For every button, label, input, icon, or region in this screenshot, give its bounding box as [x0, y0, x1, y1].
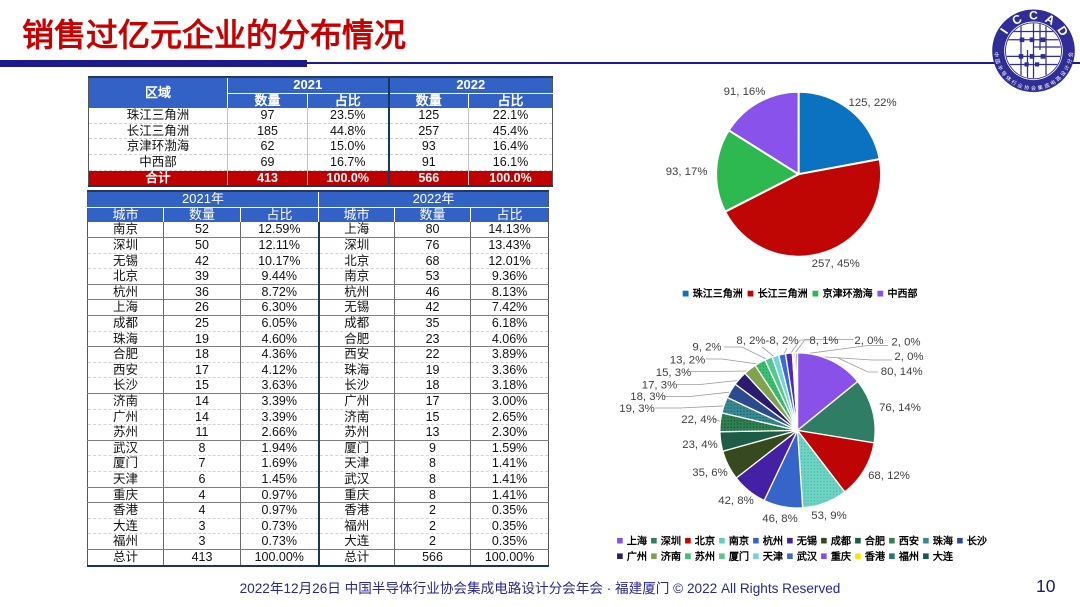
svg-text:会: 会 [1066, 52, 1075, 58]
svg-text:无锡: 无锡 [796, 535, 817, 548]
svg-text:国: 国 [993, 58, 1001, 65]
svg-text:长沙: 长沙 [967, 535, 988, 548]
svg-text:分: 分 [1065, 58, 1074, 65]
svg-text:68, 12%: 68, 12% [868, 470, 910, 482]
svg-text:广州: 广州 [627, 550, 647, 563]
svg-text:42, 8%: 42, 8% [718, 495, 753, 507]
svg-text:武汉: 武汉 [797, 550, 818, 563]
svg-text:成: 成 [1043, 81, 1051, 90]
svg-text:15, 3%: 15, 3% [656, 367, 691, 379]
svg-text:2, 0%: 2, 0% [894, 351, 923, 363]
svg-text:珠江三角洲: 珠江三角洲 [693, 287, 743, 300]
svg-text:济南: 济南 [661, 550, 681, 563]
svg-text:8, 2%: 8, 2% [736, 335, 765, 347]
svg-text:93, 17%: 93, 17% [666, 166, 708, 178]
svg-text:23, 4%: 23, 4% [682, 439, 717, 451]
svg-text:南京: 南京 [729, 535, 749, 548]
svg-text:22, 4%: 22, 4% [681, 414, 716, 426]
svg-text:电: 电 [1049, 78, 1058, 88]
svg-text:-8, 2%: -8, 2% [766, 335, 799, 347]
svg-text:2, 0%: 2, 0% [854, 335, 883, 347]
svg-text:北京: 北京 [695, 535, 715, 548]
svg-text:苏州: 苏州 [695, 550, 715, 563]
svg-text:业: 业 [1016, 81, 1024, 90]
svg-text:京津环渤海: 京津环渤海 [823, 287, 873, 300]
svg-text:53, 9%: 53, 9% [811, 510, 846, 522]
svg-text:长江三角洲: 长江三角洲 [758, 287, 808, 300]
svg-text:深圳: 深圳 [661, 535, 681, 548]
svg-text:80, 14%: 80, 14% [881, 366, 923, 378]
svg-text:福州: 福州 [898, 550, 919, 563]
svg-text:厦门: 厦门 [729, 550, 749, 563]
svg-text:合肥: 合肥 [864, 535, 886, 548]
svg-text:天津: 天津 [763, 550, 783, 563]
svg-text:协: 协 [1023, 83, 1030, 92]
svg-text:成都: 成都 [831, 535, 852, 548]
svg-text:西安: 西安 [899, 535, 919, 548]
svg-text:2, 0%: 2, 0% [891, 337, 920, 349]
svg-text:重庆: 重庆 [831, 550, 852, 563]
svg-text:13, 2%: 13, 2% [670, 355, 705, 367]
svg-text:C: C [1029, 9, 1038, 23]
svg-text:8, 1%: 8, 1% [809, 335, 838, 347]
svg-text:大连: 大连 [933, 550, 954, 563]
svg-text:中: 中 [992, 52, 1001, 58]
svg-text:46, 8%: 46, 8% [762, 513, 797, 525]
svg-text:杭州: 杭州 [763, 535, 783, 548]
svg-text:18, 3%: 18, 3% [630, 391, 665, 403]
svg-text:91, 16%: 91, 16% [724, 86, 766, 98]
svg-text:路: 路 [1054, 73, 1064, 83]
svg-text:集: 集 [1037, 83, 1044, 92]
svg-text:设: 设 [1058, 69, 1068, 78]
svg-text:中西部: 中西部 [888, 287, 918, 300]
svg-text:上海: 上海 [627, 535, 648, 548]
svg-text:19, 3%: 19, 3% [619, 403, 654, 415]
svg-text:I: I [998, 26, 1012, 37]
svg-text:半: 半 [996, 64, 1005, 72]
svg-text:9, 2%: 9, 2% [692, 342, 721, 354]
svg-text:珠海: 珠海 [933, 535, 954, 548]
svg-text:125, 22%: 125, 22% [849, 97, 897, 109]
svg-text:会: 会 [1031, 84, 1036, 92]
svg-text:计: 计 [1062, 64, 1071, 72]
svg-text:体: 体 [1004, 74, 1014, 84]
svg-text:香港: 香港 [865, 550, 886, 563]
svg-text:76, 14%: 76, 14% [879, 402, 921, 414]
svg-text:导: 导 [999, 70, 1008, 78]
svg-text:35, 6%: 35, 6% [692, 467, 727, 479]
svg-text:行: 行 [1010, 78, 1019, 88]
svg-text:17, 3%: 17, 3% [642, 380, 677, 392]
svg-text:257, 45%: 257, 45% [812, 258, 860, 270]
